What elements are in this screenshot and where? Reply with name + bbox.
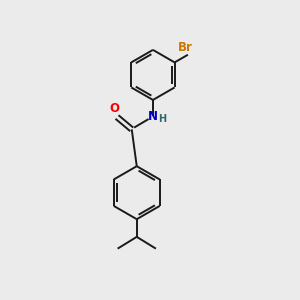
Text: H: H bbox=[158, 114, 166, 124]
Text: Br: Br bbox=[178, 40, 193, 54]
Text: N: N bbox=[148, 110, 158, 123]
Text: O: O bbox=[109, 102, 119, 115]
